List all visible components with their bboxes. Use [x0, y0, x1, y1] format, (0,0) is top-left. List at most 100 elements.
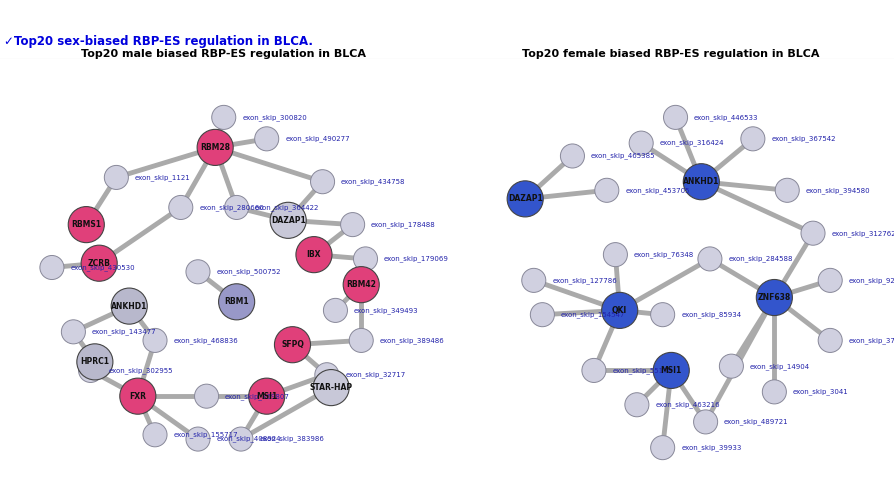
Text: exon_skip_383986: exon_skip_383986 [259, 436, 324, 442]
Text: exon_skip_316424: exon_skip_316424 [659, 140, 723, 146]
Ellipse shape [68, 207, 105, 243]
Ellipse shape [143, 328, 167, 352]
Ellipse shape [342, 267, 379, 303]
Ellipse shape [353, 247, 377, 271]
Title: Top20 female biased RBP-ES regulation in BLCA: Top20 female biased RBP-ES regulation in… [522, 49, 819, 60]
Text: exon_skip_300820: exon_skip_300820 [242, 114, 307, 121]
Text: exon_skip_179069: exon_skip_179069 [384, 255, 449, 262]
Ellipse shape [719, 354, 743, 378]
Ellipse shape [169, 195, 192, 219]
Ellipse shape [296, 237, 332, 273]
Ellipse shape [62, 320, 85, 344]
Ellipse shape [560, 144, 584, 168]
Text: ZCRB: ZCRB [88, 259, 111, 268]
Ellipse shape [697, 247, 721, 271]
Text: exon_skip_178488: exon_skip_178488 [371, 221, 435, 228]
Text: STAR-HAP: STAR-HAP [309, 383, 352, 392]
Text: ✓Top20 sex-biased RBP-ES regulation in BLCA.: ✓Top20 sex-biased RBP-ES regulation in B… [4, 35, 313, 48]
Ellipse shape [653, 352, 688, 388]
Ellipse shape [274, 327, 310, 363]
Ellipse shape [194, 384, 218, 408]
Text: exon_skip_468836: exon_skip_468836 [173, 337, 238, 344]
Text: exon_skip_1121: exon_skip_1121 [135, 174, 190, 181]
Ellipse shape [105, 166, 128, 189]
Ellipse shape [218, 284, 255, 320]
Text: IBX: IBX [307, 250, 321, 259]
Ellipse shape [249, 378, 284, 414]
Text: exon_skip_284588: exon_skip_284588 [728, 255, 792, 262]
Ellipse shape [349, 328, 373, 352]
Text: exon_skip_302955: exon_skip_302955 [109, 367, 173, 374]
Ellipse shape [581, 358, 605, 383]
Text: exon_skip_32717: exon_skip_32717 [345, 371, 405, 378]
Ellipse shape [323, 298, 347, 322]
Text: exon_skip_453705: exon_skip_453705 [625, 187, 689, 194]
Text: exon_skip_312762: exon_skip_312762 [831, 230, 894, 237]
Text: exon_skip_127786: exon_skip_127786 [552, 277, 616, 284]
Ellipse shape [315, 363, 339, 387]
Text: exon_skip_489721: exon_skip_489721 [723, 419, 788, 425]
Text: ANKHD1: ANKHD1 [682, 177, 719, 186]
Text: exon_skip_55179: exon_skip_55179 [611, 367, 671, 374]
Ellipse shape [628, 131, 653, 155]
Text: exon_skip_434758: exon_skip_434758 [341, 178, 405, 185]
Ellipse shape [603, 243, 627, 267]
Ellipse shape [521, 268, 545, 292]
Ellipse shape [800, 221, 824, 245]
Text: RBM42: RBM42 [346, 280, 375, 289]
Ellipse shape [111, 288, 148, 324]
Text: exon_skip_155717: exon_skip_155717 [173, 431, 238, 438]
Text: exon_skip_39933: exon_skip_39933 [680, 444, 740, 451]
Text: exon_skip_500752: exon_skip_500752 [216, 268, 281, 275]
Ellipse shape [186, 427, 210, 451]
Ellipse shape [224, 195, 249, 219]
Ellipse shape [817, 328, 841, 352]
Text: exon_skip_364422: exon_skip_364422 [255, 204, 319, 211]
Text: exon_skip_389486: exon_skip_389486 [379, 337, 444, 344]
Text: exon_skip_394580: exon_skip_394580 [805, 187, 869, 194]
Ellipse shape [530, 303, 553, 327]
Ellipse shape [313, 370, 349, 406]
Text: DAZAP1: DAZAP1 [507, 194, 542, 204]
Text: exon_skip_465385: exon_skip_465385 [590, 153, 654, 159]
Text: exon_skip_408924: exon_skip_408924 [216, 436, 281, 442]
Text: MSI1: MSI1 [256, 391, 277, 401]
Title: Top20 male biased RBP-ES regulation in BLCA: Top20 male biased RBP-ES regulation in B… [81, 49, 366, 60]
Text: exon_skip_85934: exon_skip_85934 [680, 311, 740, 318]
Text: SFPQ: SFPQ [281, 340, 304, 349]
Text: exon_skip_367542: exon_skip_367542 [771, 136, 835, 142]
Text: RBMS1: RBMS1 [72, 220, 101, 229]
Ellipse shape [650, 303, 674, 327]
Text: exon_skip_490277: exon_skip_490277 [285, 136, 350, 142]
Ellipse shape [650, 436, 674, 459]
Ellipse shape [310, 170, 334, 194]
Text: exon_skip_14904: exon_skip_14904 [749, 363, 809, 370]
Ellipse shape [740, 127, 764, 151]
Text: RBP-ES regulation in BLCA: RBP-ES regulation in BLCA [333, 6, 561, 21]
Text: FXR: FXR [130, 391, 146, 401]
Ellipse shape [755, 280, 791, 316]
Ellipse shape [40, 255, 63, 280]
Text: exon_skip_463216: exon_skip_463216 [654, 401, 719, 408]
Text: exon_skip_76348: exon_skip_76348 [633, 251, 694, 258]
Ellipse shape [270, 202, 306, 238]
Text: QKI: QKI [611, 306, 627, 315]
Ellipse shape [79, 358, 103, 383]
Text: exon_skip_92129: exon_skip_92129 [848, 277, 894, 284]
Text: exon_skip_280660: exon_skip_280660 [199, 204, 264, 211]
Ellipse shape [662, 106, 687, 129]
Ellipse shape [682, 164, 719, 200]
Ellipse shape [817, 268, 841, 292]
Ellipse shape [507, 181, 543, 217]
Text: exon_skip_3041: exon_skip_3041 [792, 388, 848, 395]
Ellipse shape [77, 344, 113, 380]
Ellipse shape [341, 212, 364, 237]
Ellipse shape [81, 245, 117, 281]
Ellipse shape [212, 106, 235, 129]
Text: RBM28: RBM28 [200, 143, 230, 152]
Text: ZNF638: ZNF638 [757, 293, 790, 302]
Text: exon_skip_370171: exon_skip_370171 [848, 337, 894, 344]
Text: MSI1: MSI1 [660, 366, 681, 375]
Text: exon_skip_154547: exon_skip_154547 [561, 311, 625, 318]
Text: exon_skip_446533: exon_skip_446533 [693, 114, 758, 121]
